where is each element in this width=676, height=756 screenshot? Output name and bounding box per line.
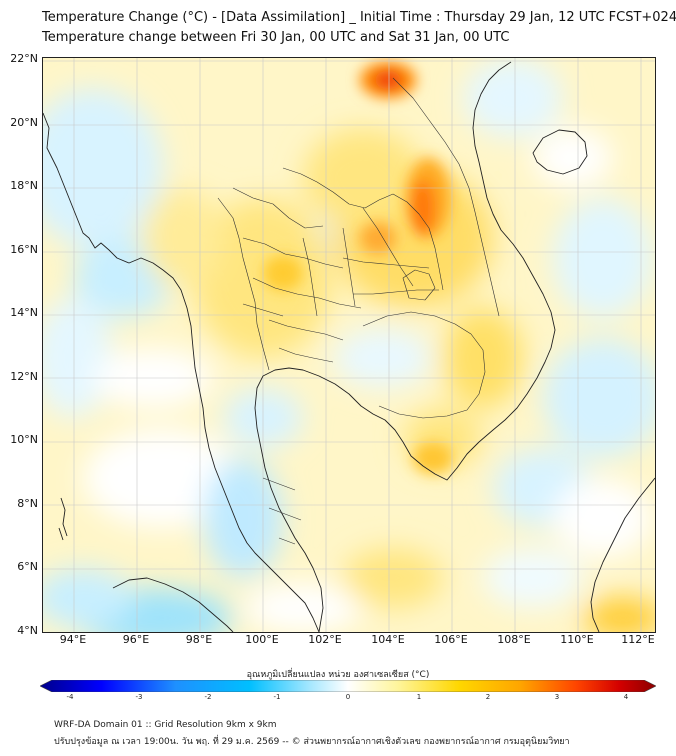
thai-provinces-central (242, 227, 356, 363)
lon-label-110e: 110°E (560, 633, 594, 646)
lat-label-12n: 12°N (10, 370, 38, 383)
map-title: Temperature Change (°C) - [Data Assimila… (42, 10, 676, 25)
cambodia-border (362, 311, 486, 419)
colorbar-tick-0: 0 (345, 693, 351, 701)
sumatra-coast (112, 577, 234, 632)
lon-label-102e: 102°E (308, 633, 342, 646)
lat-label-8n: 8°N (17, 497, 38, 510)
colorbar-tick-minus3: -3 (135, 693, 143, 701)
lon-label-112e: 112°E (621, 633, 655, 646)
borneo-coast (590, 477, 655, 632)
lon-label-106e: 106°E (434, 633, 468, 646)
lon-label-108e: 108°E (497, 633, 531, 646)
lon-label-94e: 94°E (59, 633, 87, 646)
lat-label-22n: 22°N (10, 52, 38, 65)
lat-label-16n: 16°N (10, 243, 38, 256)
thailand-myanmar-border (217, 197, 270, 371)
colorbar-tick-minus2: -2 (204, 693, 212, 701)
colorbar-tick-1: 1 (416, 693, 422, 701)
lat-label-10n: 10°N (10, 433, 38, 446)
lon-label-100e: 100°E (245, 633, 279, 646)
graticule (43, 58, 655, 632)
colorbar-gradient (40, 680, 656, 692)
thailand-laos-border (282, 167, 444, 291)
admin-borders (217, 77, 500, 545)
footer-model-info: WRF-DA Domain 01 :: Grid Resolution 9km … (54, 720, 277, 730)
thai-provinces-north (232, 187, 362, 309)
myanmar-coast (43, 112, 320, 632)
coastlines (43, 61, 655, 632)
colorbar-label: อุณหภูมิเปลี่ยนแปลง หน่วย องศาเซลเซียส (… (246, 670, 430, 680)
colorbar-tick-3: 3 (554, 693, 560, 701)
lat-label-20n: 20°N (10, 116, 38, 129)
andaman-islands (58, 497, 68, 541)
southern-thai-provinces (262, 477, 302, 545)
colorbar-tick-minus1: -1 (273, 693, 281, 701)
footer-credit: ปรับปรุงข้อมูล ณ เวลา 19:00น. วัน พฤ. ที… (54, 737, 570, 747)
colorbar-tick-2: 2 (485, 693, 491, 701)
lat-label-6n: 6°N (17, 560, 38, 573)
temperature-field (43, 58, 655, 632)
hainan-coast (532, 129, 588, 175)
temperature-change-map (43, 58, 655, 632)
gulf-of-thailand-coast (254, 61, 556, 632)
lon-label-98e: 98°E (185, 633, 213, 646)
colorbar-tick-4: 4 (623, 693, 629, 701)
colorbar-tick-minus4: -4 (66, 693, 74, 701)
temperature-hotspots (263, 62, 453, 474)
lon-label-104e: 104°E (371, 633, 405, 646)
map-subtitle: Temperature change between Fri 30 Jan, 0… (42, 30, 510, 45)
colorbar (40, 680, 656, 692)
isaan-provinces (342, 207, 439, 295)
lon-label-96e: 96°E (122, 633, 150, 646)
lat-label-18n: 18°N (10, 179, 38, 192)
lat-label-14n: 14°N (10, 306, 38, 319)
map-panel[interactable] (42, 57, 656, 633)
vietnam-laos-border (392, 77, 500, 317)
tonle-sap (402, 269, 436, 301)
lat-label-4n: 4°N (17, 624, 38, 637)
